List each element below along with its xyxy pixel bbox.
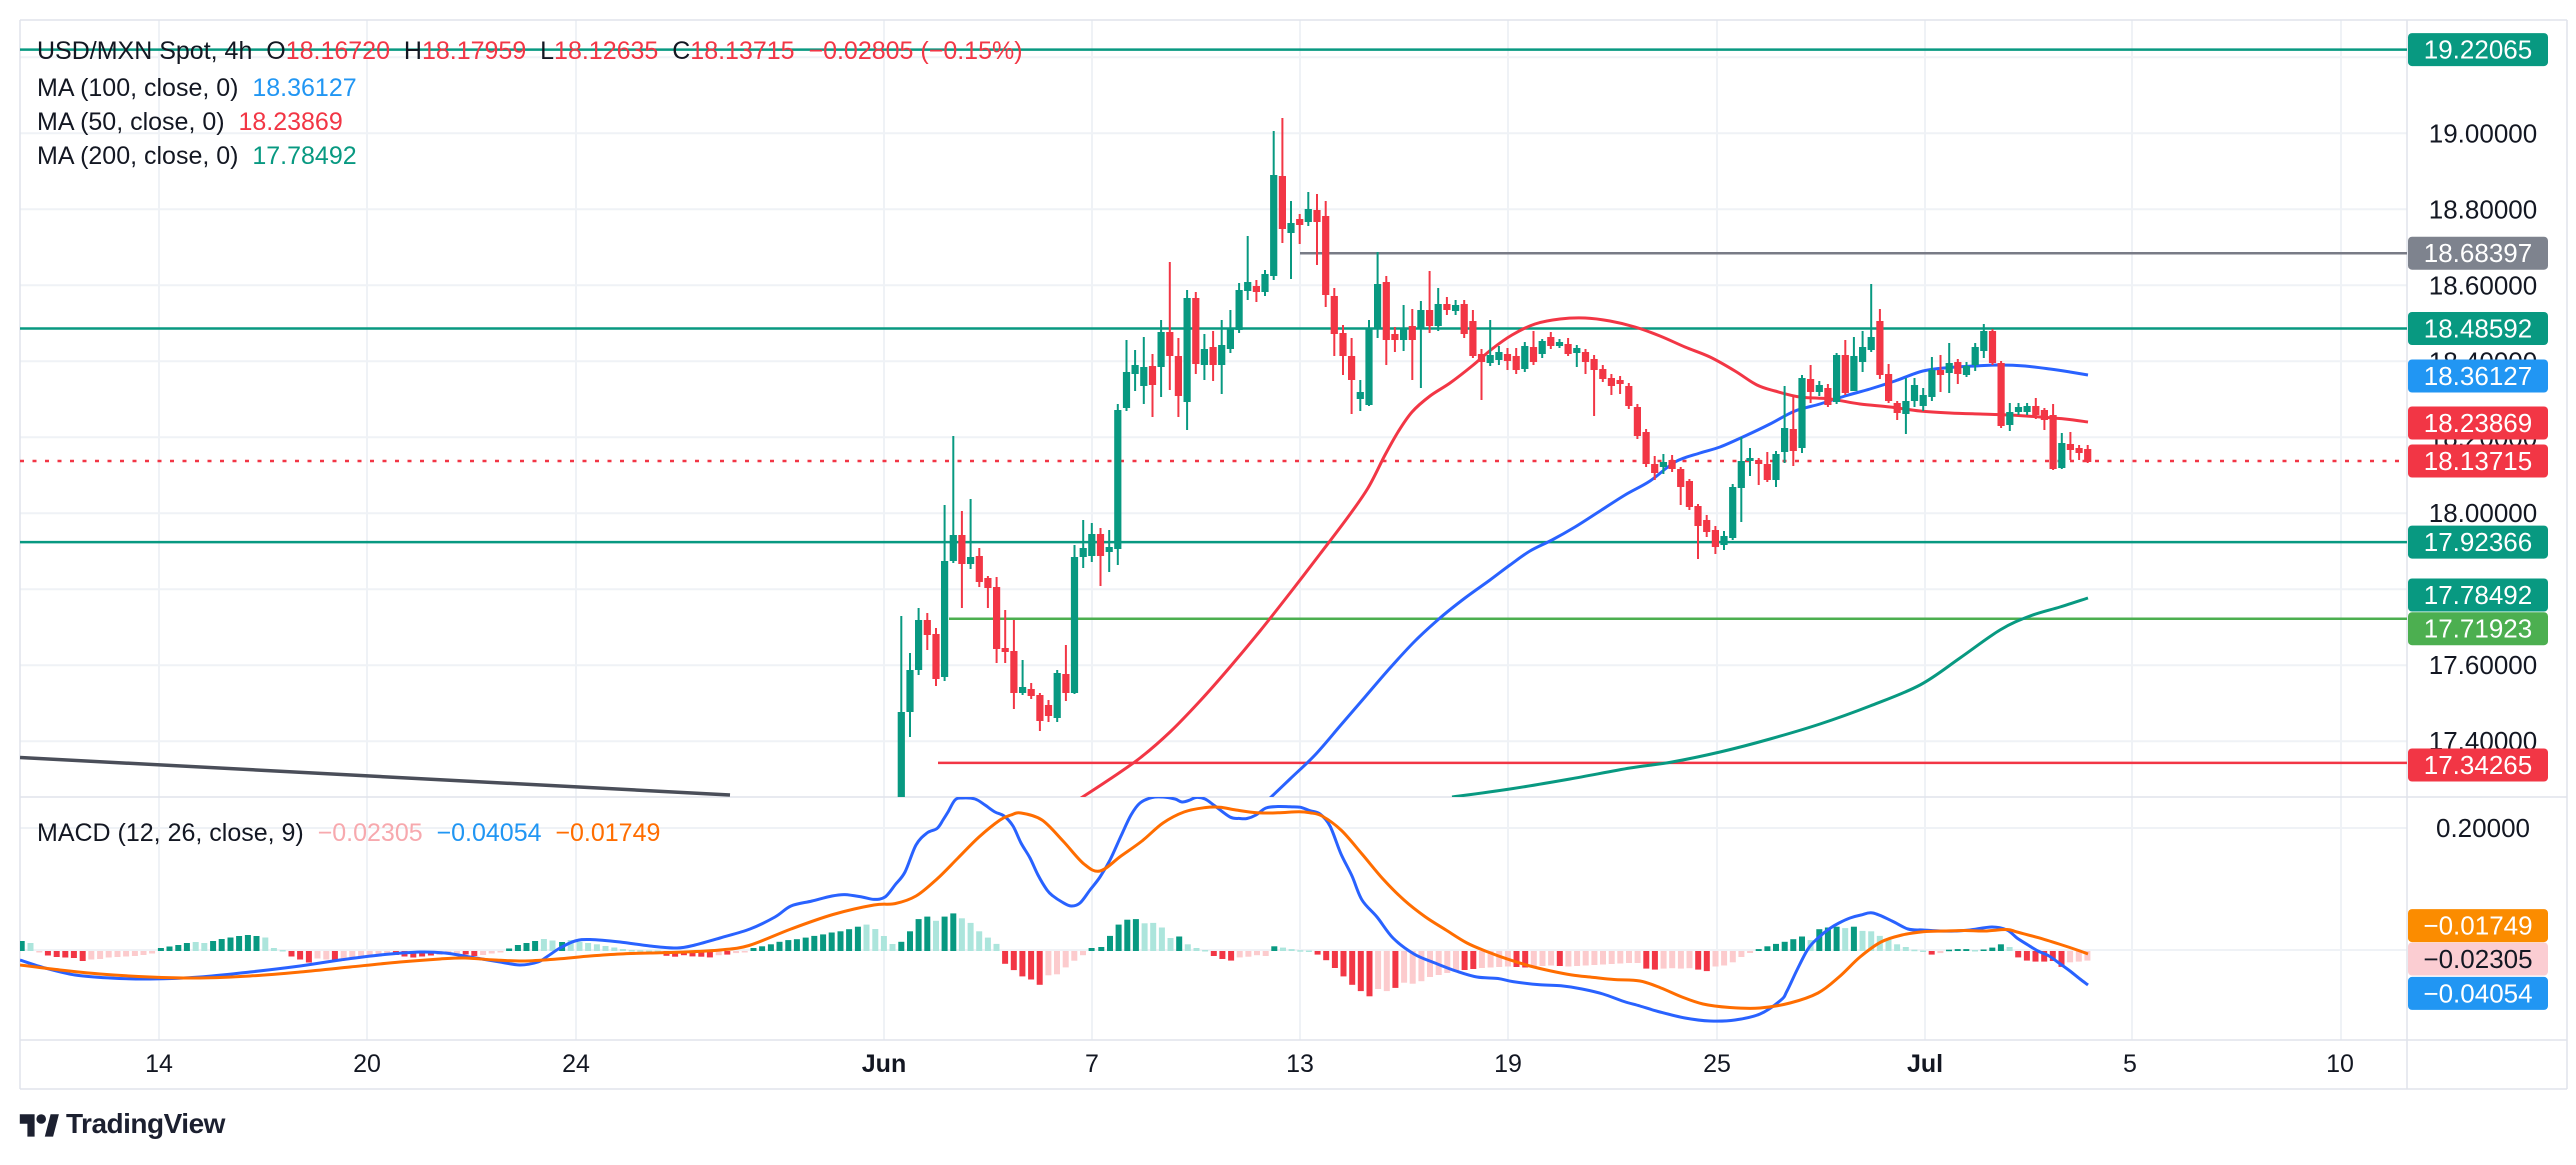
svg-text:19: 19 — [1494, 1050, 1522, 1078]
svg-text:17.92366: 17.92366 — [2424, 527, 2532, 557]
svg-text:−0.01749: −0.01749 — [2423, 911, 2532, 941]
svg-text:5: 5 — [2123, 1050, 2137, 1078]
svg-text:MA (50, close, 0) 18.23869: MA (50, close, 0) 18.23869 — [37, 108, 343, 136]
svg-text:25: 25 — [1703, 1050, 1731, 1078]
svg-text:18.68397: 18.68397 — [2424, 238, 2532, 268]
svg-text:MACD (12, 26, close, 9) −0.02: MACD (12, 26, close, 9) −0.02305 −0.0405… — [37, 819, 660, 847]
svg-text:7: 7 — [1085, 1050, 1099, 1078]
svg-text:18.80000: 18.80000 — [2429, 194, 2537, 224]
svg-text:18.36127: 18.36127 — [2424, 361, 2532, 391]
svg-text:10: 10 — [2326, 1050, 2354, 1078]
svg-text:19.22065: 19.22065 — [2424, 35, 2532, 65]
svg-text:Jul: Jul — [1907, 1050, 1943, 1078]
svg-text:13: 13 — [1286, 1050, 1314, 1078]
svg-text:18.60000: 18.60000 — [2429, 270, 2537, 300]
svg-text:Jun: Jun — [862, 1050, 906, 1078]
svg-text:−0.04054: −0.04054 — [2423, 978, 2532, 1008]
svg-text:20: 20 — [353, 1050, 381, 1078]
svg-text:MA (200, close, 0) 17.78492: MA (200, close, 0) 17.78492 — [37, 142, 357, 170]
svg-text:−0.02305: −0.02305 — [2423, 944, 2532, 974]
svg-text:17.34265: 17.34265 — [2424, 750, 2532, 780]
svg-text:17.78492: 17.78492 — [2424, 580, 2532, 610]
svg-text:18.23869: 18.23869 — [2424, 408, 2532, 438]
svg-text:17.60000: 17.60000 — [2429, 650, 2537, 680]
svg-text:18.13715: 18.13715 — [2424, 446, 2532, 476]
svg-text:17.71923: 17.71923 — [2424, 614, 2532, 644]
svg-text:TradingView: TradingView — [66, 1108, 226, 1139]
svg-text:19.00000: 19.00000 — [2429, 118, 2537, 148]
svg-text:24: 24 — [562, 1050, 590, 1078]
svg-text:18.00000: 18.00000 — [2429, 498, 2537, 528]
svg-text:MA (100, close, 0) 18.36127: MA (100, close, 0) 18.36127 — [37, 74, 357, 102]
svg-text:0.20000: 0.20000 — [2436, 813, 2530, 843]
svg-text:18.48592: 18.48592 — [2424, 314, 2532, 344]
svg-text:USD/MXN Spot, 4h O18.16720 H: USD/MXN Spot, 4h O18.16720 H18.17959 L18… — [37, 37, 1023, 65]
svg-text:14: 14 — [145, 1050, 173, 1078]
